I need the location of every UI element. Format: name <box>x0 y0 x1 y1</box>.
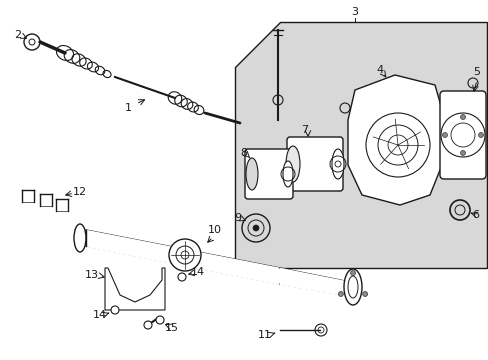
Text: 14: 14 <box>190 267 204 277</box>
Circle shape <box>178 273 185 281</box>
Text: 4: 4 <box>376 65 383 75</box>
Circle shape <box>169 239 201 271</box>
Text: 10: 10 <box>207 225 222 235</box>
Ellipse shape <box>283 161 292 187</box>
Ellipse shape <box>285 146 299 182</box>
FancyBboxPatch shape <box>244 149 292 199</box>
Polygon shape <box>105 268 164 310</box>
Ellipse shape <box>331 149 343 179</box>
Circle shape <box>350 270 355 275</box>
Text: 8: 8 <box>240 148 247 158</box>
Circle shape <box>460 114 465 120</box>
Circle shape <box>338 292 343 297</box>
Circle shape <box>442 132 447 138</box>
FancyBboxPatch shape <box>439 91 485 179</box>
Ellipse shape <box>74 224 86 252</box>
Text: 9: 9 <box>234 213 241 223</box>
Text: 7: 7 <box>301 125 308 135</box>
Circle shape <box>143 321 152 329</box>
FancyBboxPatch shape <box>286 137 342 191</box>
Ellipse shape <box>245 158 258 190</box>
Polygon shape <box>235 22 486 268</box>
Text: 2: 2 <box>15 30 21 40</box>
Text: 11: 11 <box>258 330 271 340</box>
Text: 12: 12 <box>73 187 87 197</box>
Polygon shape <box>347 75 444 205</box>
Text: 13: 13 <box>85 270 99 280</box>
Circle shape <box>252 225 259 231</box>
Text: 5: 5 <box>472 67 480 77</box>
Text: 14: 14 <box>93 310 107 320</box>
Circle shape <box>111 306 119 314</box>
Circle shape <box>362 292 367 297</box>
Circle shape <box>156 316 163 324</box>
Text: 15: 15 <box>164 323 179 333</box>
Text: 1: 1 <box>124 103 131 113</box>
Text: 6: 6 <box>471 210 479 220</box>
Circle shape <box>460 150 465 156</box>
Text: 3: 3 <box>351 7 358 17</box>
Circle shape <box>478 132 483 138</box>
Ellipse shape <box>343 269 361 305</box>
